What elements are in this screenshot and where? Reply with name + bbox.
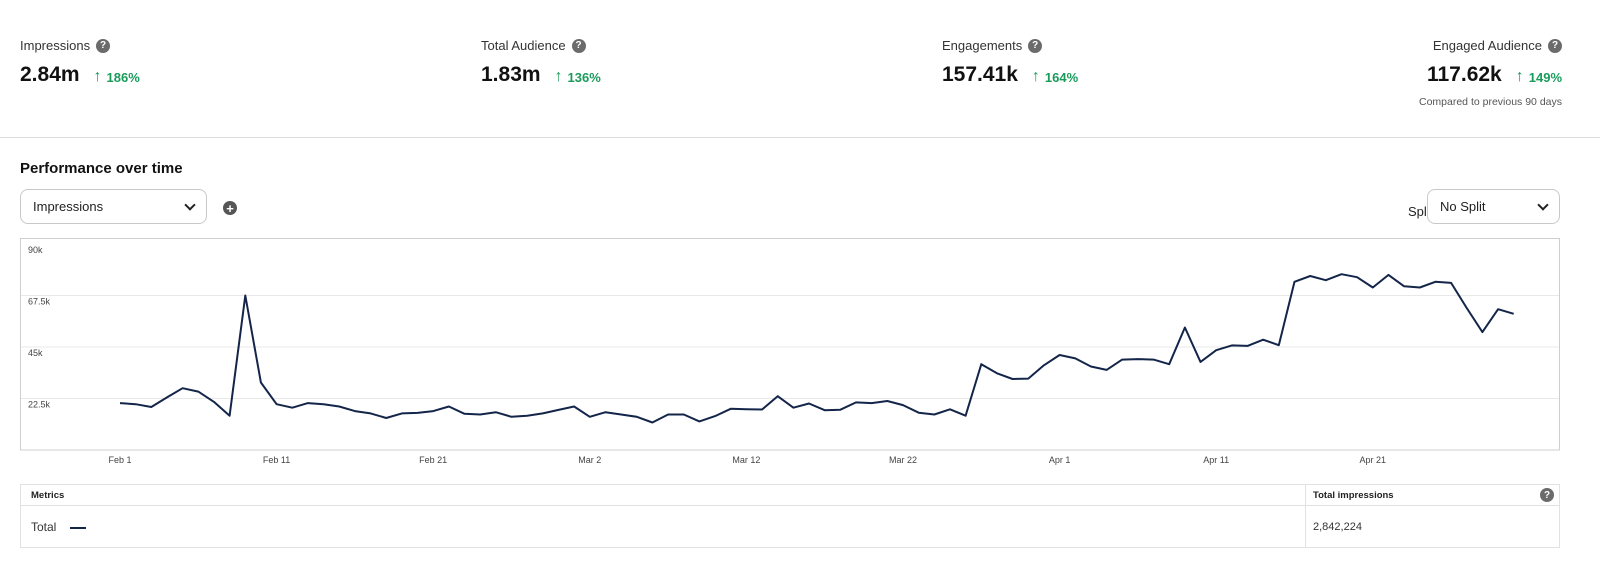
section-title: Performance over time xyxy=(20,160,183,177)
kpi-summary-row: Impressions ? 2.84m ↑ 186% Total Audience… xyxy=(0,0,1600,138)
y-tick-label: 90k xyxy=(28,245,43,255)
kpi-impressions: Impressions ? 2.84m ↑ 186% xyxy=(20,38,140,87)
y-tick-label: 67.5k xyxy=(28,297,51,307)
y-tick-label: 45k xyxy=(28,348,43,358)
kpi-label: Impressions xyxy=(20,38,91,53)
metrics-header: Metrics xyxy=(31,490,65,501)
chart-frame xyxy=(20,238,1560,451)
x-tick-label: Feb 11 xyxy=(263,455,290,465)
x-tick-label: Apr 21 xyxy=(1360,455,1387,465)
x-tick-label: Feb 21 xyxy=(419,455,447,465)
total-impressions-value: 2,842,224 xyxy=(1313,521,1362,533)
kpi-label: Engagements xyxy=(942,38,1023,53)
kpi-value: 117.62k xyxy=(1426,63,1502,86)
x-tick-label: Mar 2 xyxy=(578,455,601,465)
kpi-delta: ↑ 149% xyxy=(1515,68,1562,85)
chevron-down-icon xyxy=(1537,198,1549,211)
performance-chart-svg: 90k 67.5k 45k 22.5k Feb 1 Feb 11 Feb 21 Mar 2 Ma… xyxy=(20,238,1560,465)
kpi-label: Engaged Audience xyxy=(1432,38,1542,53)
total-impressions-header: Total impressions xyxy=(1313,490,1394,501)
x-tick-label: Apr 1 xyxy=(1049,455,1071,465)
arrow-up-icon: ↑ xyxy=(1031,68,1040,85)
arrow-up-icon: ↑ xyxy=(93,68,102,85)
metrics-table-header: Metrics Total impressions ? xyxy=(21,485,1559,506)
x-tick-label: Mar 22 xyxy=(889,455,917,465)
kpi-value: 157.41k xyxy=(942,63,1018,86)
kpi-engagements: Engagements ? 157.41k ↑ 164% xyxy=(942,38,1078,87)
kpi-value: 2.84m xyxy=(20,63,80,86)
arrow-up-icon: ↑ xyxy=(554,68,563,85)
help-icon[interactable]: ? xyxy=(1028,38,1043,53)
kpi-delta: ↑ 136% xyxy=(554,68,601,85)
add-metric-icon[interactable]: + xyxy=(223,201,237,215)
help-icon[interactable]: ? xyxy=(1540,488,1554,502)
x-tick-label: Feb 1 xyxy=(108,455,131,465)
kpi-total-audience: Total Audience ? 1.83m ↑ 136% xyxy=(481,38,601,87)
help-icon[interactable]: ? xyxy=(571,38,586,53)
comparison-note: Compared to previous 90 days xyxy=(1419,96,1562,108)
x-tick-label: Apr 11 xyxy=(1203,455,1229,465)
split-select-value: No Split xyxy=(1440,199,1486,214)
kpi-delta: ↑ 164% xyxy=(1031,68,1079,85)
arrow-up-icon: ↑ xyxy=(1515,68,1524,85)
split-select[interactable]: No Split xyxy=(1427,189,1560,224)
chevron-down-icon xyxy=(184,198,196,211)
y-tick-label: 22.5k xyxy=(28,400,51,410)
help-icon[interactable]: ? xyxy=(1548,38,1562,53)
metric-name: Total xyxy=(31,520,57,534)
kpi-value: 1.83m xyxy=(481,63,541,86)
kpi-engaged-audience: Engaged Audience ? 117.62k ↑ 149% Compare… xyxy=(1419,38,1562,108)
kpi-label: Total Audience xyxy=(481,38,566,53)
legend-swatch xyxy=(70,526,87,529)
metric-select-value: Impressions xyxy=(33,199,104,214)
metric-select[interactable]: Impressions xyxy=(20,189,207,224)
kpi-delta: ↑ 186% xyxy=(93,68,140,85)
impressions-series-line xyxy=(119,273,1514,424)
help-icon[interactable]: ? xyxy=(96,38,111,53)
column-divider xyxy=(1305,485,1306,547)
table-row: Total xyxy=(31,520,87,534)
x-tick-label: Mar 12 xyxy=(732,455,760,465)
performance-chart: 90k 67.5k 45k 22.5k Feb 1 Feb 11 Feb 21 Mar 2 Ma… xyxy=(20,238,1560,468)
metrics-table: Metrics Total impressions ? Total 2,842,… xyxy=(20,484,1560,548)
